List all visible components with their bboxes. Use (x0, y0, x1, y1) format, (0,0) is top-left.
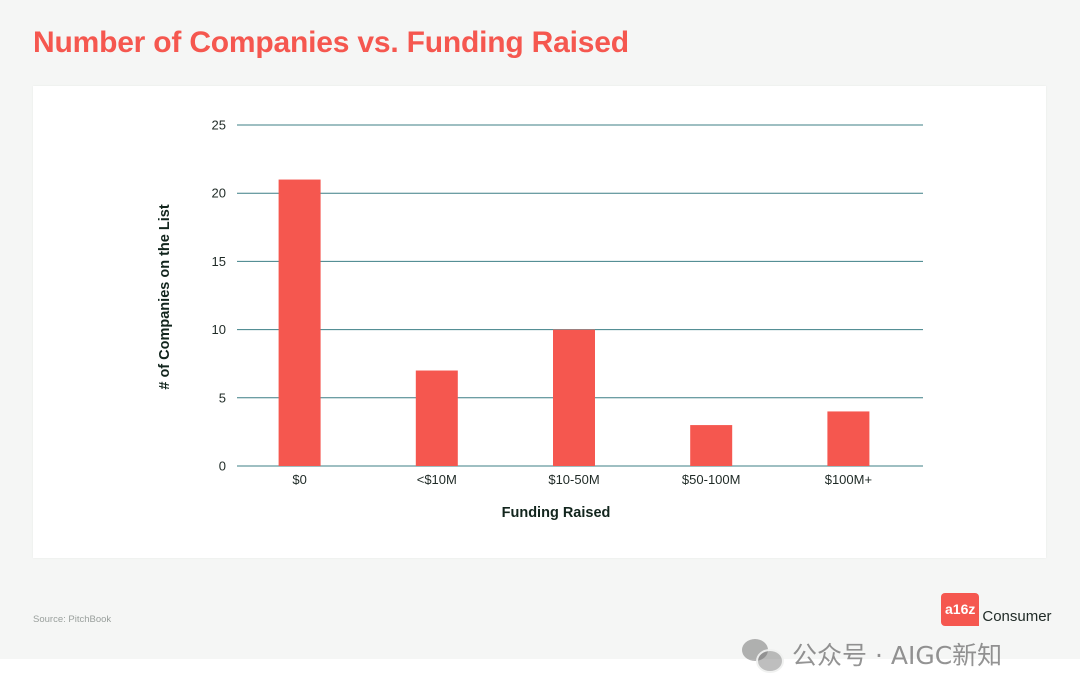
x-axis-label: Funding Raised (502, 505, 611, 521)
bar (553, 329, 595, 466)
y-tick-label: 0 (219, 459, 226, 474)
bottom-band (0, 659, 1080, 697)
y-tick-labels: 0 5 10 15 20 25 (212, 118, 226, 474)
bars (278, 179, 870, 466)
bar (827, 411, 870, 466)
y-tick-label: 20 (212, 186, 226, 201)
slide-title: Number of Companies vs. Funding Raised (33, 26, 629, 59)
x-tick-label: $50-100M (682, 472, 741, 487)
a16z-logo: a16z (941, 593, 980, 626)
x-tick-label: <$10M (417, 472, 457, 487)
y-tick-label: 10 (212, 322, 226, 337)
bar (278, 179, 321, 466)
y-tick-label: 15 (212, 254, 226, 269)
y-axis-label: # of Companies on the List (157, 204, 173, 389)
wechat-icon (742, 637, 784, 673)
bar (690, 425, 733, 466)
x-tick-label: $100M+ (825, 472, 872, 487)
y-tick-label: 25 (212, 118, 226, 133)
bar (415, 370, 458, 466)
brand-name: Consumer (982, 608, 1052, 625)
brand-logo: a16z Consumer (941, 593, 1052, 626)
source-note: Source: PitchBook (33, 614, 112, 625)
x-tick-labels: $0 <$10M $10-50M $50-100M $100M+ (292, 472, 872, 487)
watermark-text: 公众号 · AIGC新知 (792, 641, 1003, 670)
chart-card: 0 5 10 15 20 25 $0 <$10M $10-50M $50-100M $100M+ … (33, 86, 1046, 558)
x-tick-label: $10-50M (548, 472, 599, 487)
y-tick-label: 5 (219, 390, 226, 405)
watermark: 公众号 · AIGC新知 (742, 635, 1002, 673)
x-tick-label: $0 (292, 472, 306, 487)
